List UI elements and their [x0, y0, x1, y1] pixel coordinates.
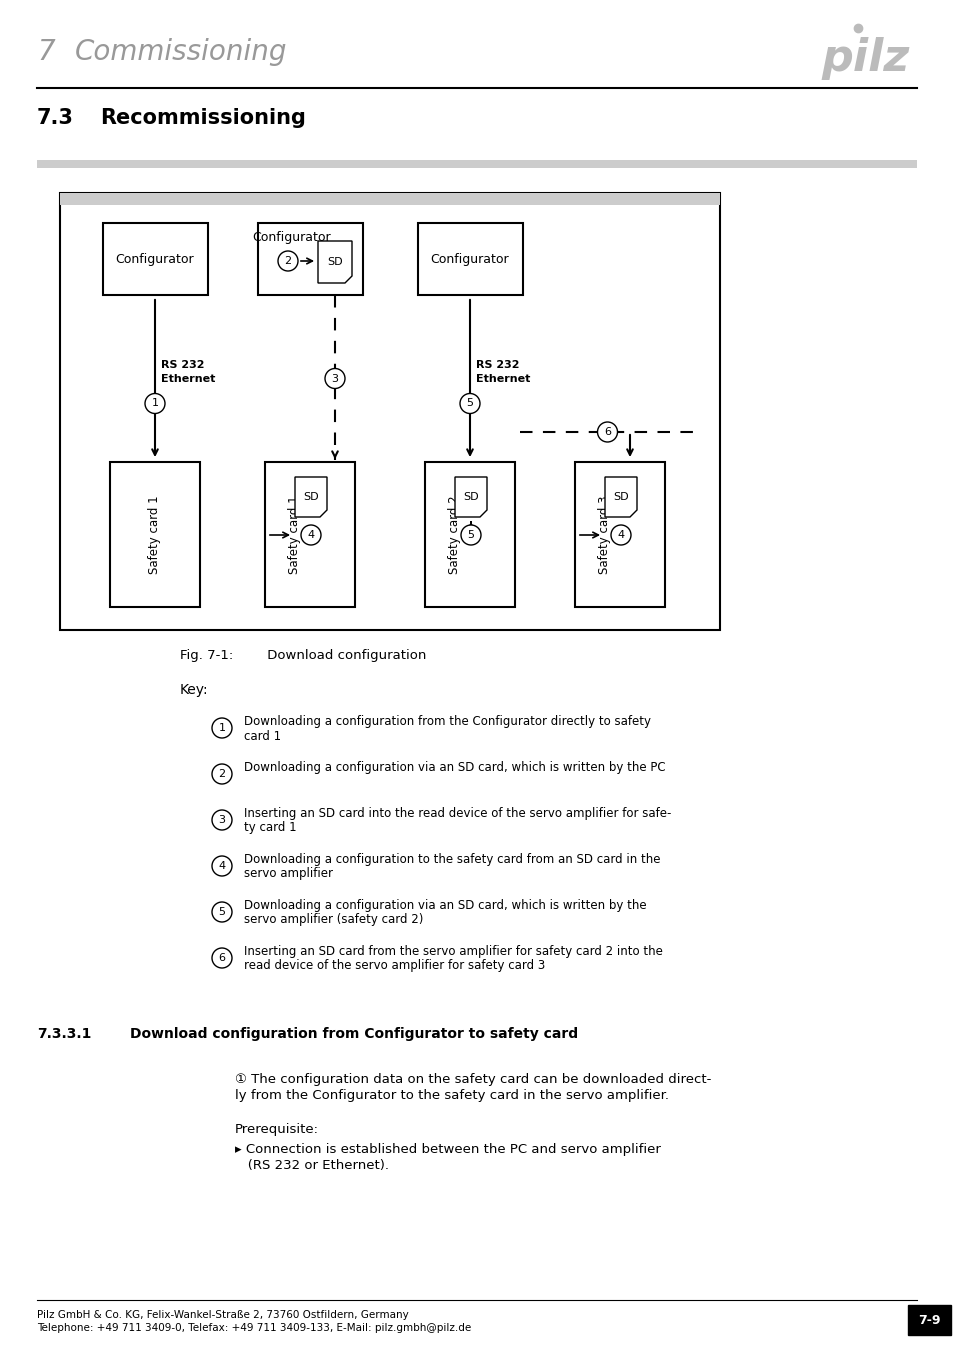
Text: 2: 2 — [284, 256, 292, 266]
Bar — [103, 223, 208, 296]
Text: 5: 5 — [467, 531, 474, 540]
Circle shape — [277, 251, 297, 271]
Text: Pilz GmbH & Co. KG, Felix-Wankel-Straße 2, 73760 Ostfildern, Germany: Pilz GmbH & Co. KG, Felix-Wankel-Straße … — [37, 1310, 408, 1320]
Text: Ethernet: Ethernet — [476, 374, 530, 383]
Text: Downloading a configuration from the Configurator directly to safety: Downloading a configuration from the Con… — [244, 716, 650, 729]
Bar — [257, 223, 363, 296]
Circle shape — [597, 423, 617, 441]
Polygon shape — [455, 477, 486, 517]
Text: Configurator: Configurator — [253, 231, 331, 243]
Text: RS 232: RS 232 — [476, 359, 519, 370]
Text: Fig. 7-1:        Download configuration: Fig. 7-1: Download configuration — [180, 648, 426, 662]
Circle shape — [212, 810, 232, 830]
Text: Key:: Key: — [180, 683, 209, 697]
Text: Ethernet: Ethernet — [161, 374, 215, 383]
Text: 5: 5 — [218, 907, 225, 917]
Text: Downloading a configuration via an SD card, which is written by the: Downloading a configuration via an SD ca… — [244, 899, 646, 913]
Text: SD: SD — [303, 491, 318, 502]
Text: card 1: card 1 — [244, 729, 281, 742]
Text: read device of the servo amplifier for safety card 3: read device of the servo amplifier for s… — [244, 960, 545, 972]
Text: Downloading a configuration via an SD card, which is written by the PC: Downloading a configuration via an SD ca… — [244, 761, 665, 775]
Circle shape — [325, 369, 345, 389]
Polygon shape — [317, 242, 352, 284]
Text: Commissioning: Commissioning — [75, 38, 287, 66]
Text: 6: 6 — [603, 427, 610, 437]
Text: Inserting an SD card from the servo amplifier for safety card 2 into the: Inserting an SD card from the servo ampl… — [244, 945, 662, 958]
Text: RS 232: RS 232 — [161, 359, 204, 370]
Text: Safety card 1: Safety card 1 — [149, 495, 161, 574]
Text: Safety card 3: Safety card 3 — [598, 495, 611, 574]
Text: pilz: pilz — [821, 36, 909, 80]
Text: ▸ Connection is established between the PC and servo amplifier: ▸ Connection is established between the … — [234, 1142, 660, 1156]
Text: ty card 1: ty card 1 — [244, 822, 296, 834]
Bar — [265, 462, 355, 608]
Text: 7.3: 7.3 — [37, 108, 73, 128]
Text: 4: 4 — [617, 531, 624, 540]
Circle shape — [301, 525, 320, 545]
Text: Recommissioning: Recommissioning — [100, 108, 306, 128]
Text: 7.3.3.1: 7.3.3.1 — [37, 1027, 91, 1041]
Bar — [60, 193, 720, 630]
Text: 5: 5 — [466, 398, 473, 409]
Bar — [907, 1305, 950, 1335]
Text: 1: 1 — [218, 724, 225, 733]
Text: SD: SD — [613, 491, 628, 502]
Text: Safety card 1: Safety card 1 — [288, 495, 301, 574]
Text: Prerequisite:: Prerequisite: — [234, 1122, 318, 1135]
Text: Downloading a configuration to the safety card from an SD card in the: Downloading a configuration to the safet… — [244, 853, 659, 867]
Text: Telephone: +49 711 3409-0, Telefax: +49 711 3409-133, E-Mail: pilz.gmbh@pilz.de: Telephone: +49 711 3409-0, Telefax: +49 … — [37, 1323, 471, 1332]
Text: 6: 6 — [218, 953, 225, 963]
Bar — [60, 193, 720, 205]
Bar — [37, 161, 916, 167]
Text: ① The configuration data on the safety card can be downloaded direct-: ① The configuration data on the safety c… — [234, 1072, 711, 1085]
Text: 2: 2 — [218, 769, 225, 779]
Text: SD: SD — [327, 256, 342, 267]
Text: 3: 3 — [218, 815, 225, 825]
Polygon shape — [294, 477, 327, 517]
Circle shape — [212, 764, 232, 784]
Bar — [575, 462, 664, 608]
Text: (RS 232 or Ethernet).: (RS 232 or Ethernet). — [234, 1160, 389, 1173]
Text: 4: 4 — [307, 531, 314, 540]
Circle shape — [212, 948, 232, 968]
Text: servo amplifier (safety card 2): servo amplifier (safety card 2) — [244, 914, 423, 926]
Bar — [417, 223, 522, 296]
Circle shape — [212, 718, 232, 738]
Bar — [110, 462, 200, 608]
Text: 7: 7 — [37, 38, 54, 66]
Bar — [424, 462, 515, 608]
Circle shape — [460, 525, 480, 545]
Circle shape — [145, 393, 165, 413]
Circle shape — [610, 525, 630, 545]
Circle shape — [212, 856, 232, 876]
Text: SD: SD — [463, 491, 478, 502]
Text: Configurator: Configurator — [115, 252, 194, 266]
Text: servo amplifier: servo amplifier — [244, 868, 333, 880]
Text: 3: 3 — [331, 374, 338, 383]
Text: Safety card 2: Safety card 2 — [448, 495, 461, 574]
Text: Configurator: Configurator — [430, 252, 509, 266]
Text: ly from the Configurator to the safety card in the servo amplifier.: ly from the Configurator to the safety c… — [234, 1089, 668, 1103]
Text: 4: 4 — [218, 861, 225, 871]
Polygon shape — [604, 477, 637, 517]
Circle shape — [459, 393, 479, 413]
Text: Inserting an SD card into the read device of the servo amplifier for safe-: Inserting an SD card into the read devic… — [244, 807, 671, 821]
Text: Download configuration from Configurator to safety card: Download configuration from Configurator… — [130, 1027, 578, 1041]
Circle shape — [212, 902, 232, 922]
Text: 7-9: 7-9 — [917, 1314, 940, 1327]
Text: 1: 1 — [152, 398, 158, 409]
